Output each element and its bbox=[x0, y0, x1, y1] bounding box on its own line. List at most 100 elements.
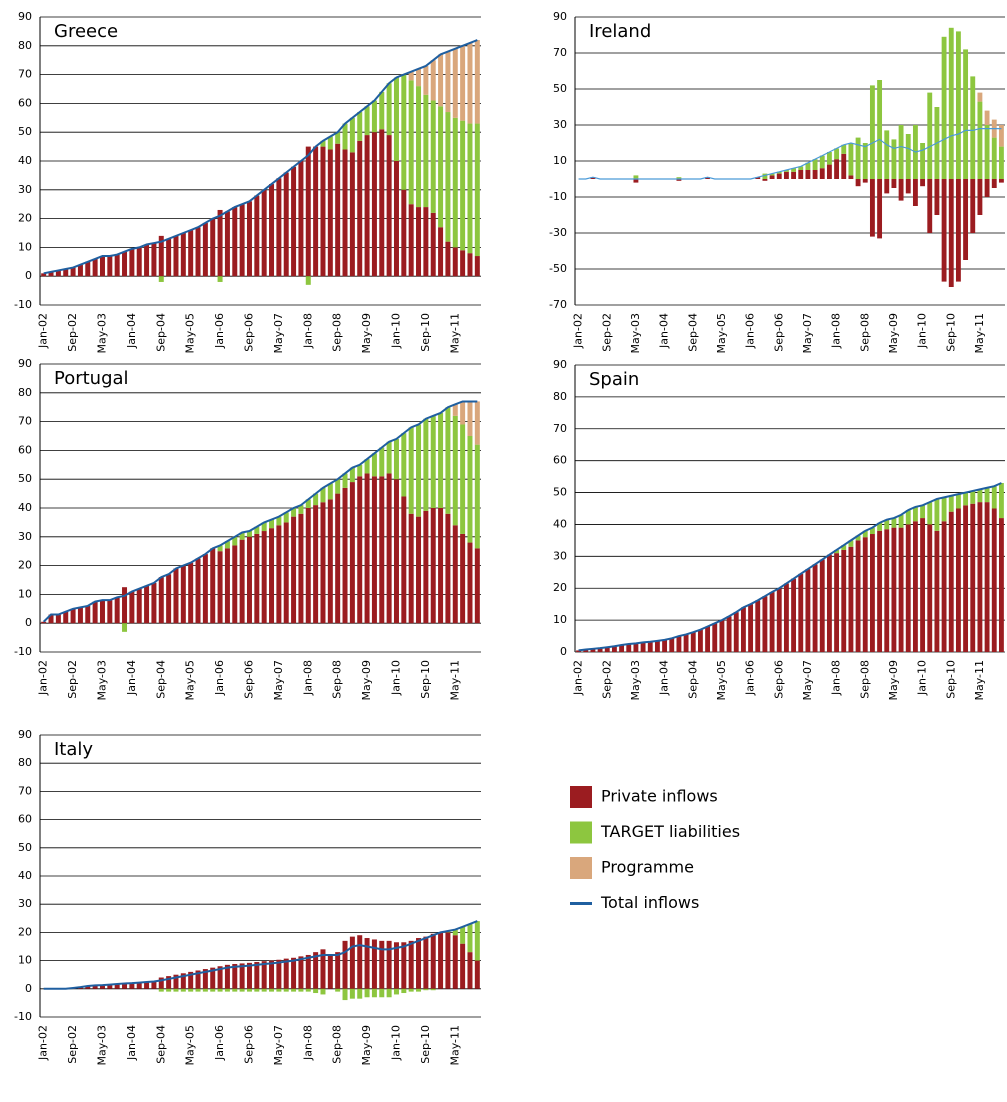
bar bbox=[195, 970, 201, 989]
bar bbox=[401, 74, 407, 190]
bar bbox=[452, 929, 458, 936]
bar bbox=[590, 177, 596, 179]
bar bbox=[891, 527, 897, 652]
y-tick-label: 30 bbox=[18, 530, 32, 543]
bar bbox=[467, 42, 473, 124]
bar bbox=[298, 505, 304, 514]
bar bbox=[977, 489, 983, 503]
bar bbox=[430, 415, 436, 508]
bar bbox=[357, 935, 363, 989]
bar bbox=[438, 412, 444, 508]
bar bbox=[114, 984, 120, 989]
legend-label: TARGET liabilities bbox=[600, 822, 740, 841]
bar bbox=[217, 966, 223, 989]
bar bbox=[905, 524, 911, 652]
legend-label: Total inflows bbox=[600, 893, 699, 912]
bar bbox=[891, 179, 897, 188]
bar bbox=[254, 195, 260, 277]
bar bbox=[379, 988, 385, 998]
bar bbox=[474, 256, 480, 277]
y-tick-label: 90 bbox=[553, 358, 567, 371]
bar bbox=[342, 487, 348, 624]
x-tick-label: Sep-10 bbox=[944, 660, 957, 699]
bar bbox=[122, 587, 128, 624]
bar bbox=[217, 988, 223, 992]
bar bbox=[283, 988, 289, 992]
bar bbox=[41, 273, 47, 277]
x-tick-label: May-07 bbox=[272, 1025, 285, 1066]
bar bbox=[320, 502, 326, 624]
bar bbox=[633, 643, 639, 652]
bar bbox=[438, 106, 444, 228]
bar bbox=[379, 447, 385, 477]
bar bbox=[783, 171, 789, 179]
bar bbox=[195, 988, 201, 992]
y-tick-label: 0 bbox=[25, 269, 32, 282]
bar bbox=[819, 168, 825, 179]
bar bbox=[834, 148, 840, 160]
bar bbox=[283, 958, 289, 989]
x-tick-label: Jan-10 bbox=[389, 660, 402, 696]
y-tick-label: 10 bbox=[553, 613, 567, 626]
x-tick-label: Jan-06 bbox=[213, 1025, 226, 1061]
bar bbox=[740, 607, 746, 652]
x-tick-label: Sep-08 bbox=[331, 313, 344, 352]
x-tick-label: May-09 bbox=[360, 313, 373, 354]
bar bbox=[276, 959, 282, 989]
bar bbox=[173, 568, 179, 624]
title-box bbox=[41, 365, 133, 391]
bar bbox=[467, 542, 473, 624]
bar bbox=[977, 101, 983, 179]
bar bbox=[151, 582, 157, 624]
bar bbox=[129, 983, 135, 989]
bar bbox=[180, 233, 186, 277]
bar bbox=[158, 235, 164, 277]
bar bbox=[841, 153, 847, 179]
bar bbox=[92, 985, 98, 989]
legend-swatch bbox=[570, 857, 592, 879]
bar bbox=[984, 179, 990, 197]
bar bbox=[122, 251, 128, 277]
x-tick-label: Sep-06 bbox=[242, 660, 255, 699]
x-tick-label: Jan-10 bbox=[389, 1025, 402, 1061]
bar bbox=[877, 530, 883, 652]
bar bbox=[158, 577, 164, 624]
bar bbox=[898, 514, 904, 528]
x-tick-label: May-09 bbox=[887, 313, 900, 354]
total-line bbox=[43, 920, 478, 990]
bar bbox=[423, 65, 429, 95]
bar bbox=[430, 212, 436, 277]
bar bbox=[869, 85, 875, 179]
bar bbox=[144, 244, 150, 277]
bar bbox=[726, 616, 732, 652]
x-tick-label: Jan-08 bbox=[301, 660, 314, 696]
bar bbox=[232, 207, 238, 277]
bar bbox=[291, 508, 297, 517]
x-tick-label: Sep-10 bbox=[944, 313, 957, 352]
bar bbox=[977, 179, 983, 215]
bar bbox=[254, 962, 260, 989]
bar bbox=[342, 149, 348, 277]
bar bbox=[984, 110, 990, 125]
bar bbox=[357, 476, 363, 624]
bar bbox=[261, 531, 267, 624]
bar bbox=[246, 531, 252, 537]
bar bbox=[776, 588, 782, 652]
bar bbox=[826, 152, 832, 165]
bar bbox=[748, 604, 754, 652]
x-tick-label: May-11 bbox=[973, 313, 986, 354]
bar bbox=[783, 170, 789, 172]
bar bbox=[676, 636, 682, 652]
x-tick-label: Sep-06 bbox=[772, 660, 785, 699]
bar bbox=[77, 607, 83, 624]
x-tick-label: Jan-06 bbox=[213, 313, 226, 349]
bar bbox=[254, 533, 260, 624]
bar bbox=[291, 166, 297, 277]
bar bbox=[941, 521, 947, 652]
bar bbox=[320, 949, 326, 989]
bar bbox=[812, 564, 818, 652]
x-tick-label: Jan-08 bbox=[830, 313, 843, 349]
bar bbox=[136, 247, 142, 277]
bar bbox=[48, 271, 54, 277]
bar bbox=[416, 988, 422, 992]
